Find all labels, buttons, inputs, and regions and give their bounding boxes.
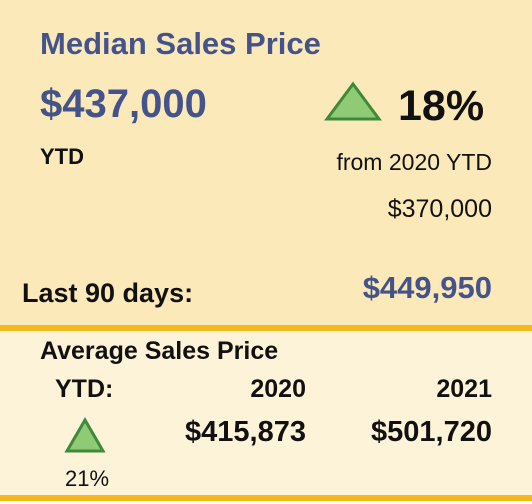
- bottom-panel: [0, 331, 532, 495]
- period-label: YTD: [40, 144, 84, 169]
- recent-value: $449,950: [363, 270, 492, 305]
- average-change: 21%: [65, 466, 109, 491]
- top-panel: [0, 0, 532, 325]
- column-header: 2020: [250, 375, 306, 403]
- median-title: Median Sales Price: [40, 26, 321, 61]
- up-arrow: [324, 81, 382, 121]
- divider: [0, 325, 532, 331]
- average-value: $501,720: [371, 416, 492, 448]
- bottom-border: [0, 495, 532, 501]
- up-arrow: [64, 417, 106, 453]
- median-value: $437,000: [40, 82, 207, 126]
- comparison-value: $370,000: [388, 195, 492, 223]
- average-value: $415,873: [185, 416, 306, 448]
- average-period: YTD:: [55, 375, 113, 403]
- recent-label: Last 90 days:: [22, 278, 193, 308]
- median-change: 18%: [398, 82, 484, 130]
- average-title: Average Sales Price: [40, 337, 278, 365]
- comparison-label: from 2020 YTD: [336, 149, 492, 175]
- column-header: 2021: [436, 375, 492, 403]
